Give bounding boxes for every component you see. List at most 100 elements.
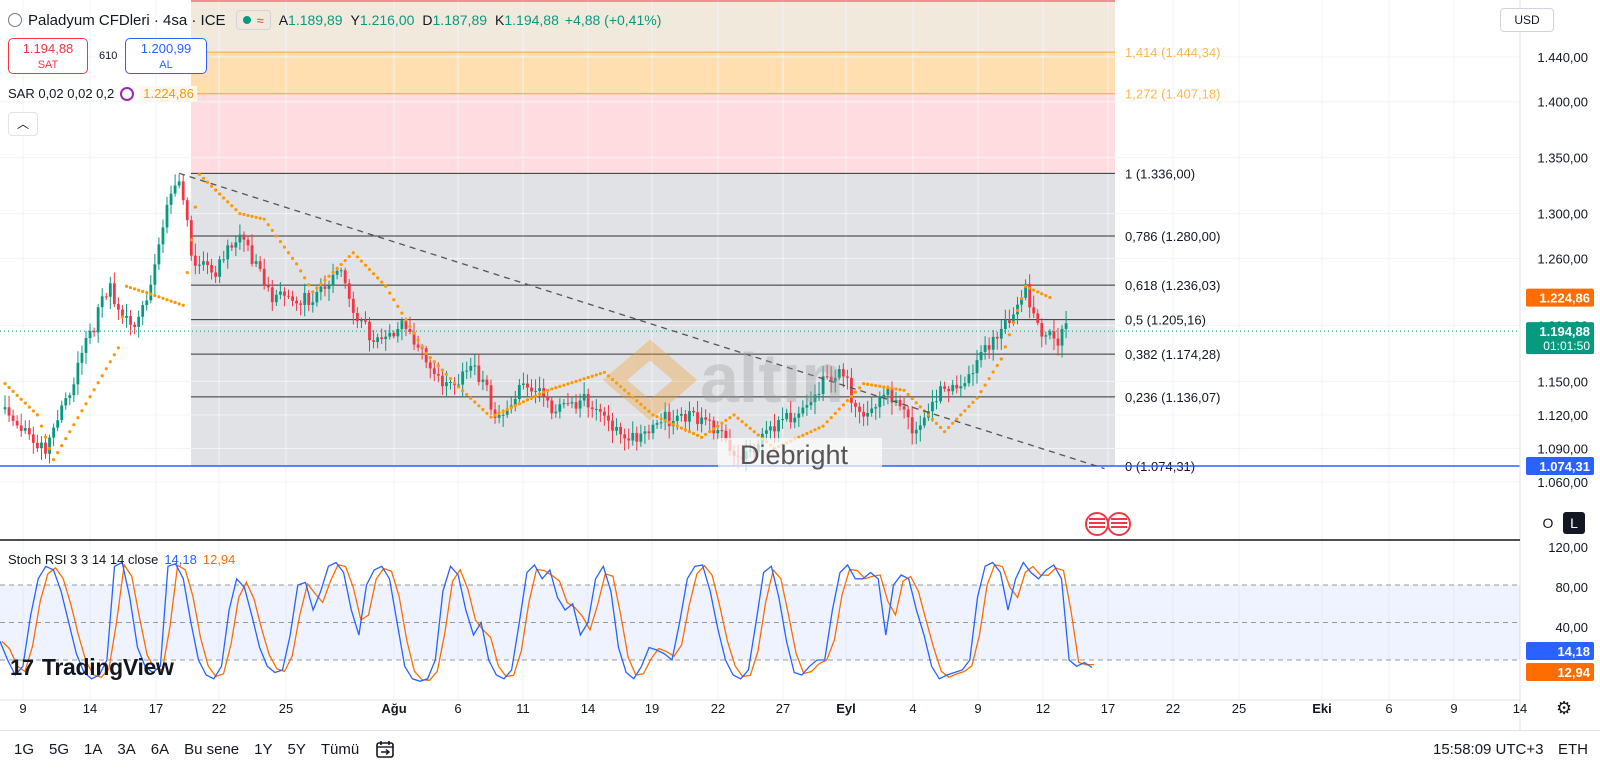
collapse-legend-button[interactable]: ︿ xyxy=(8,112,38,136)
sar-dot xyxy=(845,398,850,403)
range-button-4[interactable]: 6A xyxy=(150,741,170,758)
range-button-1[interactable]: 5G xyxy=(49,741,70,758)
candle-body xyxy=(513,398,517,406)
candle-body xyxy=(473,365,477,367)
log-scale-button[interactable]: L xyxy=(1563,512,1585,534)
symbol-title[interactable]: Paladyum CFDleri · 4sa · ICE xyxy=(28,11,226,29)
stoch-rsi-legend[interactable]: Stoch RSI 3 3 14 14 close 14,18 12,94 xyxy=(8,552,235,567)
fib-zone-top xyxy=(191,0,1115,53)
sar-legend[interactable]: SAR 0,02 0,02 0,2 1.224,86 xyxy=(8,86,197,101)
candle-body xyxy=(947,388,951,392)
sar-dot xyxy=(829,415,833,420)
sar-dot xyxy=(408,324,412,329)
candle-body xyxy=(1028,283,1032,308)
sar-dot xyxy=(849,394,854,398)
range-button-0[interactable]: 1G xyxy=(14,741,35,758)
gear-icon[interactable]: ⚙ xyxy=(1556,698,1573,718)
price-scale-tag xyxy=(1526,456,1594,475)
range-button-8[interactable]: Tümü xyxy=(320,741,360,758)
candle-body xyxy=(862,411,865,417)
sar-dot xyxy=(716,424,720,428)
sar-dot xyxy=(918,405,922,409)
price-scale-value: 1.224,86 xyxy=(1539,291,1590,306)
candle-body xyxy=(133,324,136,327)
sar-dot xyxy=(489,415,493,419)
low-label: D xyxy=(422,12,433,28)
sar-dot xyxy=(444,372,449,376)
altin-logo-watermark: altın xyxy=(602,339,844,421)
sar-dot xyxy=(39,424,44,428)
range-button-3[interactable]: 3A xyxy=(117,741,136,758)
sar-dot xyxy=(35,413,40,417)
range-button-7[interactable]: 5Y xyxy=(287,741,306,758)
candle-body xyxy=(242,234,246,240)
candle-body xyxy=(570,402,574,404)
sar-dot xyxy=(566,382,570,386)
candle-body xyxy=(627,438,631,441)
sar-dot xyxy=(11,389,15,394)
sar-dot xyxy=(1040,292,1044,296)
sar-dot xyxy=(1003,345,1007,349)
sar-dot xyxy=(128,285,133,290)
trendline[interactable] xyxy=(178,172,1105,470)
calendar-icon[interactable] xyxy=(375,739,395,759)
sar-dot xyxy=(720,421,724,425)
candle-body xyxy=(351,298,355,313)
sar-dot xyxy=(943,430,947,434)
candle-body xyxy=(1008,320,1011,323)
range-button-2[interactable]: 1A xyxy=(84,741,103,758)
sar-dot xyxy=(274,234,278,238)
auto-scale-button[interactable]: O xyxy=(1542,515,1554,531)
sar-dot xyxy=(428,355,432,360)
sar-dot xyxy=(590,374,594,378)
candle-body xyxy=(951,384,955,392)
currency-selector[interactable]: USD xyxy=(1500,8,1554,32)
range-button-5[interactable]: Bu sene xyxy=(184,741,240,758)
candle-body xyxy=(651,424,655,434)
stoch-value-label: 12,94 xyxy=(1557,665,1590,680)
candle-body xyxy=(441,375,444,387)
market-status-badge[interactable]: ≈ xyxy=(235,10,271,30)
clock-display[interactable]: 15:58:09 UTC+3 xyxy=(1433,741,1544,758)
sar-dot xyxy=(598,372,602,376)
candle-body xyxy=(684,413,687,422)
session-toggle[interactable]: ETH xyxy=(1558,741,1588,758)
sar-dot xyxy=(27,405,31,409)
sar-dot xyxy=(303,276,307,280)
time-tick-label: 17 xyxy=(1101,701,1115,716)
tradingview-logo[interactable]: 17 TradingView xyxy=(10,654,174,681)
candle-body xyxy=(809,402,813,406)
candle-body xyxy=(161,227,165,245)
sar-dot xyxy=(602,370,607,374)
sar-dot xyxy=(56,451,60,455)
range-button-6[interactable]: 1Y xyxy=(254,741,273,758)
candle-body xyxy=(522,383,525,385)
sell-button[interactable]: 1.194,88 SAT xyxy=(8,38,88,74)
sar-dot xyxy=(1028,286,1032,290)
time-tick-label: 22 xyxy=(1166,701,1180,716)
sar-dot xyxy=(1048,295,1052,300)
candle-body xyxy=(331,274,335,286)
watermark-brand: altın xyxy=(700,339,844,417)
sar-dot xyxy=(902,388,906,392)
candle-body xyxy=(88,330,92,339)
sar-dot xyxy=(542,390,546,394)
sar-dot xyxy=(153,293,157,298)
candle-body xyxy=(181,181,185,201)
sar-dot xyxy=(562,383,566,387)
candle-body xyxy=(461,371,465,385)
us-flag-event-icon[interactable] xyxy=(1085,512,1109,536)
us-flag-event-icon[interactable] xyxy=(1107,512,1131,536)
candle-body xyxy=(991,336,995,350)
sar-dot xyxy=(862,381,866,386)
candle-body xyxy=(234,242,238,248)
sar-dot xyxy=(327,274,331,278)
sar-dot xyxy=(52,458,56,462)
candle-body xyxy=(206,261,209,265)
sar-dot xyxy=(951,421,955,425)
sar-dot xyxy=(874,383,878,388)
sar-dot xyxy=(43,435,48,439)
buy-button[interactable]: 1.200,99 AL xyxy=(125,38,207,74)
sar-dot xyxy=(700,435,704,439)
